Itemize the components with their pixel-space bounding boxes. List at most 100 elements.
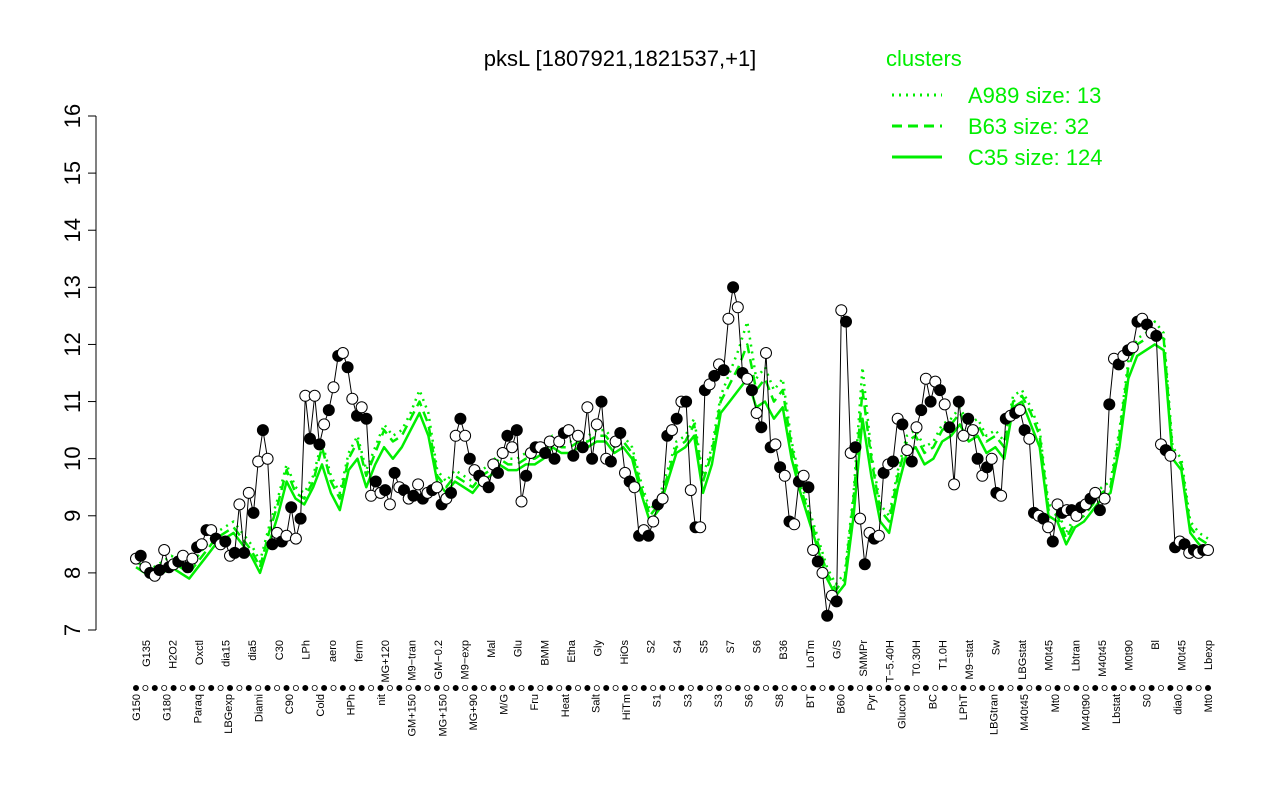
x-marker [1007, 685, 1014, 692]
x-marker [1205, 685, 1212, 692]
x-tick-label: Gly [592, 640, 604, 657]
data-point [760, 347, 772, 359]
data-point [360, 412, 373, 425]
x-marker [546, 685, 553, 692]
x-tick-label: nit [376, 694, 388, 706]
data-point [304, 432, 316, 445]
data-point [835, 304, 848, 317]
data-point [289, 532, 302, 545]
y-tick-label-8: 8 [60, 567, 85, 579]
x-tick-label: MG+90 [468, 694, 480, 730]
data-point [1126, 341, 1139, 354]
data-point [510, 424, 523, 437]
x-tick-label: S8 [774, 694, 786, 707]
x-marker [302, 685, 309, 692]
data-point [745, 384, 758, 397]
data-point [313, 438, 326, 451]
x-marker [1016, 685, 1023, 692]
y-tick-label-15: 15 [60, 161, 85, 185]
x-marker [734, 685, 741, 692]
data-point [741, 372, 754, 385]
x-marker [1139, 685, 1146, 692]
x-marker [1129, 685, 1136, 692]
data-point [482, 481, 495, 494]
x-marker [236, 685, 243, 692]
y-tick-label-11: 11 [60, 390, 85, 413]
x-tick-label: G180 [162, 694, 174, 721]
x-tick-label: M/G [499, 694, 511, 715]
data-point [158, 544, 171, 556]
x-marker [255, 685, 262, 692]
x-tick-label: MG+150 [437, 694, 449, 737]
x-tick-label: M40t45 [1019, 694, 1031, 731]
data-point [412, 478, 425, 491]
x-marker [556, 685, 563, 692]
x-marker [226, 685, 233, 692]
x-marker [527, 685, 534, 692]
x-marker [1195, 685, 1202, 692]
x-marker [490, 685, 497, 692]
x-tick-label: M40t45 [1097, 640, 1109, 677]
x-axis: G135 H2O2 Oxctl dia15 dia5 C30 LPh aero ferm MG+1… [131, 639, 1215, 736]
x-tick-label: HiOs [619, 640, 631, 665]
x-tick-label: M9−stat [964, 640, 976, 679]
x-tick-label: C30 [274, 640, 286, 660]
x-marker [1111, 685, 1118, 692]
x-marker [208, 685, 215, 692]
y-tick-label-10: 10 [60, 446, 85, 470]
x-marker [480, 685, 487, 692]
x-marker [1167, 685, 1174, 692]
data-point [811, 555, 824, 568]
chart-title: pksL [1807921,1821537,+1] [484, 46, 757, 71]
data-point [943, 421, 956, 434]
y-tick-label-7: 7 [60, 624, 85, 636]
data-point [731, 301, 744, 314]
x-marker [132, 685, 139, 692]
cluster-line-dotted [135, 320, 1209, 586]
data-point [572, 429, 584, 442]
x-marker [358, 685, 365, 692]
x-marker [979, 685, 986, 692]
data-point [496, 447, 509, 459]
x-tick-label: BMM [539, 640, 551, 666]
data-point [590, 418, 603, 431]
data-point [186, 552, 199, 565]
x-tick-label: dia5 [247, 640, 259, 661]
x-tick-label: Lbexp [1203, 640, 1215, 670]
data-point [586, 452, 599, 465]
x-tick-label: LPh [300, 640, 312, 660]
x-tick-label: S4 [672, 640, 684, 653]
data-point [1046, 535, 1059, 548]
x-tick-label: M0t45 [1044, 640, 1056, 671]
x-marker [706, 685, 713, 692]
data-point [694, 521, 707, 534]
data-point [219, 535, 232, 548]
data-point [520, 469, 533, 482]
x-marker [424, 685, 431, 692]
x-tick-label: LBGstat [1017, 640, 1029, 680]
x-marker [509, 685, 516, 692]
x-marker [697, 685, 704, 692]
data-point [816, 566, 829, 579]
x-tick-label: S1 [652, 694, 664, 707]
data-point [336, 347, 349, 359]
x-tick-label: GM−0.2 [433, 640, 445, 679]
y-tick-label-12: 12 [60, 332, 85, 356]
data-point [1089, 486, 1102, 499]
data-point [957, 429, 970, 442]
data-point [341, 361, 354, 374]
x-marker [875, 685, 882, 692]
data-point [962, 412, 975, 425]
data-point [628, 481, 641, 494]
data-point [750, 407, 763, 419]
x-marker [433, 685, 440, 692]
x-tick-label: Bl [1150, 640, 1162, 650]
x-marker [678, 685, 685, 692]
data-point [849, 441, 862, 454]
x-marker [321, 685, 328, 692]
y-axis: 7 8 9 10 11 12 13 14 15 16 [60, 104, 97, 636]
x-marker [772, 685, 779, 692]
x-tick-label: dia0 [1172, 694, 1184, 715]
x-tick-label: LBGtran [989, 694, 1001, 735]
data-point [938, 398, 951, 411]
